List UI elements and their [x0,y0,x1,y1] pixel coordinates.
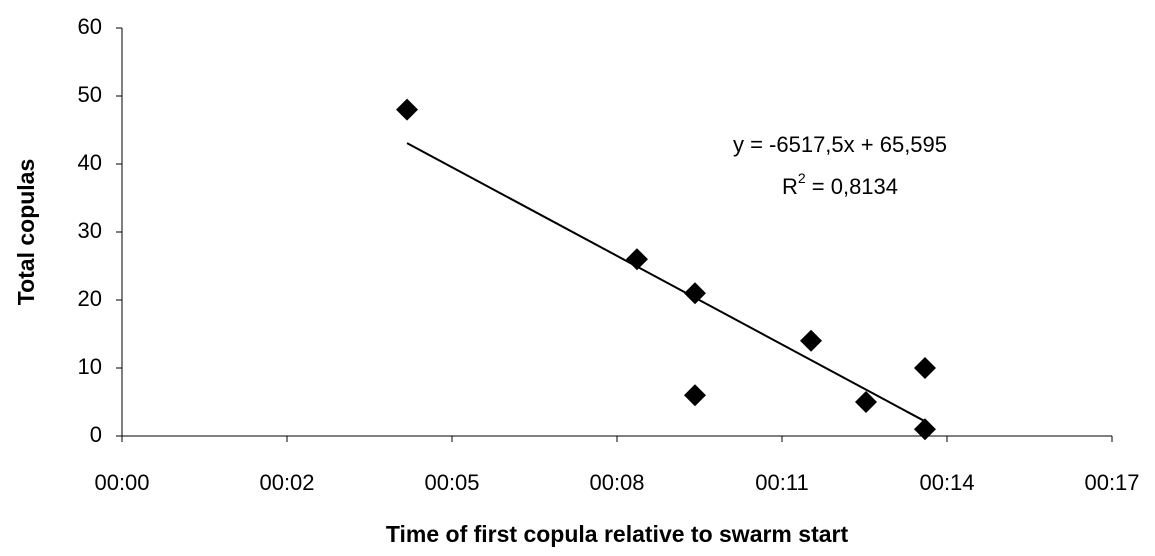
y-tick-label: 30 [78,218,102,243]
y-tick-label: 20 [78,286,102,311]
x-axis-title: Time of first copula relative to swarm s… [386,521,849,547]
y-tick-label: 60 [78,14,102,39]
r2-base: R [782,174,798,199]
y-tick-label: 50 [78,82,102,107]
point [625,248,648,271]
x-tick-label: 00:02 [259,470,314,495]
point [913,357,936,379]
point [800,329,823,352]
point [683,282,706,305]
x-tick-label: 00:11 [755,470,808,495]
r2-rest: = 0,8134 [806,174,898,199]
x-tick-label: 00:08 [589,470,644,495]
x-tick-label: 00:17 [1084,470,1139,495]
x-tick-label: 00:00 [94,470,149,495]
y-tick-label: 10 [78,354,102,379]
x-tick-label: 00:14 [919,470,974,495]
y-axis-title: Total copulas [13,159,39,306]
point [854,391,877,413]
trendline [406,142,926,423]
y-tick-label: 0 [90,422,102,447]
point [683,384,706,407]
y-tick-label: 40 [78,150,102,175]
trend-equation: y = -6517,5x + 65,595 [733,132,947,157]
point [396,98,419,121]
r2-sup: 2 [798,170,806,186]
x-tick-label: 00:05 [424,470,479,495]
point [913,418,936,441]
r-squared: R2 = 0,8134 [782,170,898,199]
